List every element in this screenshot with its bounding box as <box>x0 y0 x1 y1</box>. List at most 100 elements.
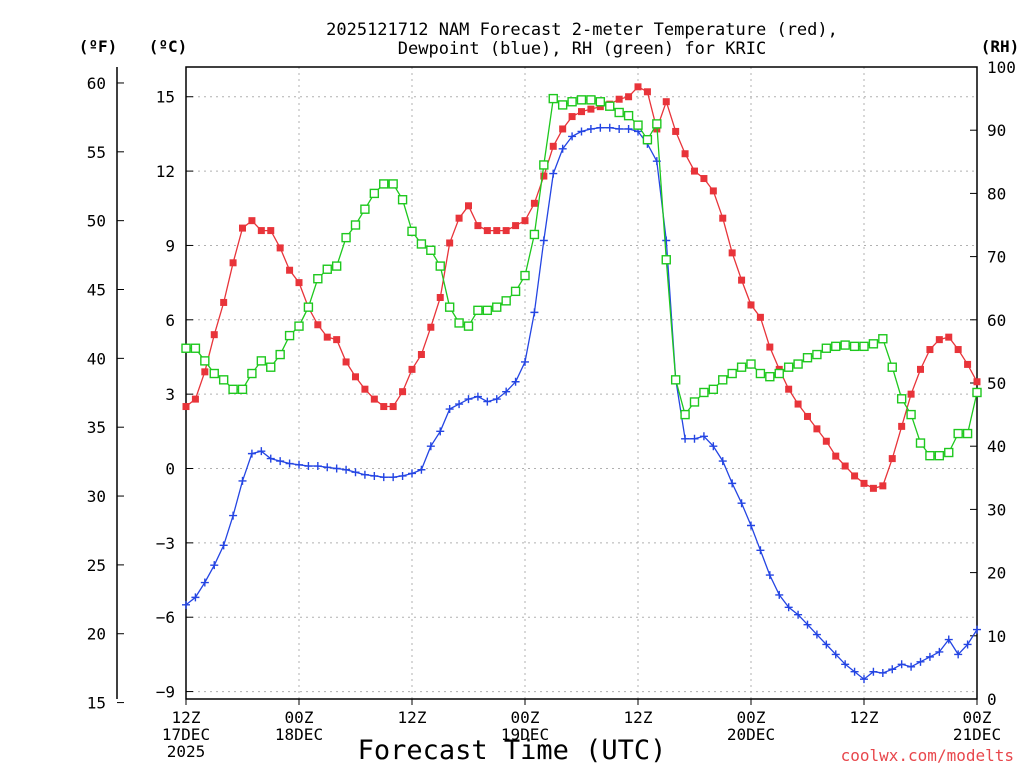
data-point <box>473 305 483 316</box>
fahrenheit-tick-label: 25 <box>87 556 106 575</box>
data-point <box>691 167 698 175</box>
data-point <box>360 470 369 479</box>
data-point <box>917 365 924 373</box>
data-point <box>822 437 830 445</box>
data-point <box>559 125 567 133</box>
x-tick-label: 19DEC <box>501 725 549 744</box>
data-point <box>332 464 341 473</box>
data-point <box>416 239 427 249</box>
data-point <box>313 274 323 284</box>
data-point <box>822 640 831 649</box>
celsius-unit-label: (ºC) <box>149 37 188 56</box>
x-tick-label: 17DEC <box>162 725 210 744</box>
data-point <box>587 105 595 113</box>
data-point <box>284 330 295 341</box>
data-point <box>849 341 860 352</box>
data-point <box>925 652 934 661</box>
data-point <box>747 301 755 309</box>
data-point <box>351 468 360 477</box>
fahrenheit-tick-label: 35 <box>87 418 106 437</box>
x-axis-label: Forecast Time (UTC) <box>358 735 667 766</box>
data-point <box>783 362 794 372</box>
data-point <box>436 427 445 436</box>
data-point <box>502 387 511 396</box>
data-point <box>200 356 210 366</box>
data-point <box>803 620 812 629</box>
data-point <box>577 127 586 136</box>
data-point <box>887 362 897 372</box>
data-point <box>238 476 247 485</box>
data-point <box>719 214 727 222</box>
data-point <box>398 471 407 480</box>
data-point <box>333 336 341 344</box>
data-point <box>662 98 670 106</box>
data-point <box>605 123 614 132</box>
data-point <box>925 450 935 461</box>
rh-tick-label: 80 <box>987 184 1006 203</box>
data-point <box>596 123 605 132</box>
data-point <box>427 323 435 331</box>
data-point <box>747 521 755 530</box>
data-point <box>633 120 643 130</box>
fahrenheit-tick-label: 50 <box>87 212 106 231</box>
data-point <box>869 484 877 492</box>
data-point <box>774 368 784 379</box>
data-point <box>821 343 832 353</box>
data-point <box>548 93 558 104</box>
series-0 <box>182 83 981 492</box>
chart-title-line-2: Dewpoint (blue), RH (green) for KRIC <box>398 39 766 59</box>
x-tick-label: 18DEC <box>275 725 323 744</box>
data-point <box>511 377 520 386</box>
rh-tick-label: 20 <box>987 564 1006 583</box>
data-point <box>426 442 435 451</box>
series-line <box>185 85 978 489</box>
data-point <box>680 409 690 420</box>
data-point <box>435 261 445 271</box>
data-point <box>672 127 680 135</box>
data-point <box>247 368 257 379</box>
fahrenheit-tick-label: 20 <box>87 625 106 644</box>
data-point <box>549 169 558 178</box>
celsius-tick-label: 0 <box>165 460 175 479</box>
data-point <box>294 321 304 331</box>
data-point <box>973 625 981 634</box>
data-point <box>465 202 472 210</box>
data-point <box>331 261 342 271</box>
data-point <box>738 276 746 284</box>
data-point <box>408 365 416 373</box>
data-point <box>350 220 361 230</box>
data-point <box>879 482 887 490</box>
data-point <box>605 101 615 111</box>
data-point <box>670 375 681 385</box>
celsius-tick-label: −3 <box>156 534 175 553</box>
data-point <box>256 356 267 366</box>
data-point <box>728 249 736 257</box>
celsius-tick-label: 6 <box>165 311 175 330</box>
data-point <box>313 462 322 471</box>
data-point <box>493 227 501 235</box>
data-point <box>370 395 378 403</box>
data-point <box>860 675 868 684</box>
data-point <box>700 175 708 183</box>
x-tick-label: 2025 <box>167 742 206 761</box>
data-point <box>530 308 539 317</box>
data-point <box>521 357 529 366</box>
data-point <box>520 270 530 281</box>
data-point <box>736 362 747 372</box>
data-point <box>963 640 972 649</box>
data-point <box>379 179 389 189</box>
rh-tick-label: 60 <box>987 311 1006 330</box>
data-point <box>239 224 246 232</box>
data-point <box>474 222 482 230</box>
data-point <box>859 341 869 352</box>
data-point <box>840 340 850 350</box>
data-point <box>962 428 973 439</box>
data-point <box>907 662 916 671</box>
data-point <box>218 375 229 385</box>
data-point <box>276 457 285 466</box>
data-point <box>463 321 474 331</box>
data-point <box>888 455 896 463</box>
fahrenheit-tick-label: 45 <box>87 281 106 300</box>
data-point <box>295 460 303 469</box>
data-point <box>512 222 520 230</box>
